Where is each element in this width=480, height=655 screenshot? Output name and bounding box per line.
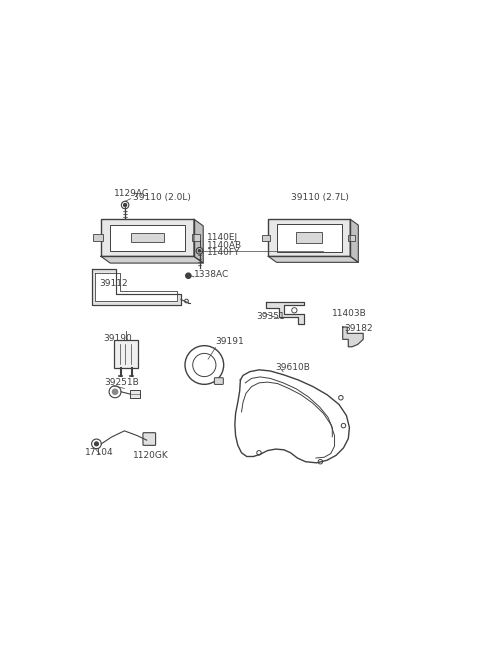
Polygon shape [194,219,203,263]
Circle shape [112,389,118,394]
Text: 39182: 39182 [345,324,373,333]
Polygon shape [96,273,177,301]
Text: 39112: 39112 [99,279,128,288]
Bar [114,340,138,368]
Text: 1120GK: 1120GK [132,451,168,460]
Bar [131,233,164,242]
Text: 17104: 17104 [85,448,114,457]
Bar [262,234,270,241]
Polygon shape [350,219,359,262]
Text: 1129AC: 1129AC [114,189,149,198]
Bar [276,223,342,252]
FancyBboxPatch shape [215,378,223,384]
Polygon shape [268,256,359,262]
Text: 39190: 39190 [103,333,132,343]
Polygon shape [92,269,181,305]
Bar [110,225,185,251]
Polygon shape [266,302,304,324]
Circle shape [124,204,127,206]
Bar [268,219,350,256]
Text: 1140EJ: 1140EJ [207,233,238,242]
Circle shape [186,273,191,278]
Text: 39110 (2.7L): 39110 (2.7L) [290,193,348,202]
Text: 39251B: 39251B [104,379,139,387]
Polygon shape [101,256,203,263]
Circle shape [293,309,296,311]
Bar [192,234,200,241]
Bar [94,234,103,241]
Bar [348,234,355,241]
Text: 39610B: 39610B [275,364,310,373]
Circle shape [198,250,201,252]
Circle shape [95,442,98,445]
Polygon shape [235,370,349,463]
Bar [101,219,194,256]
Text: 1140AB: 1140AB [207,240,242,250]
Bar [130,390,140,398]
Text: 1338AC: 1338AC [194,271,229,280]
Text: 39191: 39191 [216,337,244,346]
Text: 39351: 39351 [256,312,285,322]
Text: 1140FY: 1140FY [207,248,240,257]
Bar [296,233,323,243]
FancyBboxPatch shape [143,433,156,445]
Text: 39110 (2.0L): 39110 (2.0L) [132,193,191,202]
Text: 11403B: 11403B [332,309,366,318]
Polygon shape [343,327,363,346]
